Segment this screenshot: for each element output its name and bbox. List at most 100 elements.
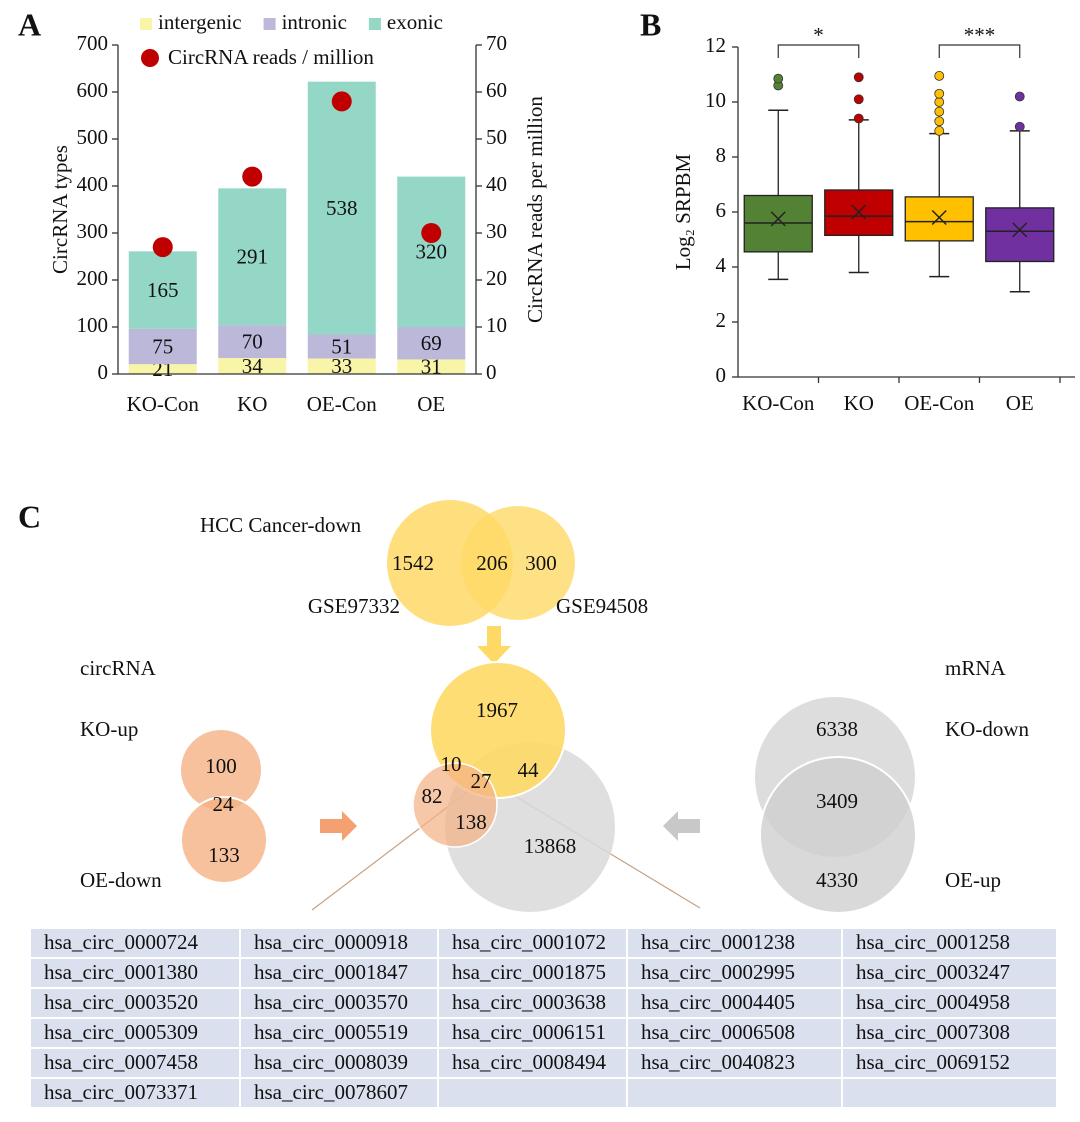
y2-tick-label: 20 — [486, 266, 507, 290]
venn-count: 100 — [205, 754, 237, 778]
data-label: 291 — [237, 245, 269, 269]
data-label: 70 — [242, 329, 263, 353]
bar-segment — [307, 334, 376, 359]
cell-text: hsa_circ_0001258 — [856, 930, 1010, 954]
cell-text: hsa_circ_0003570 — [254, 990, 408, 1014]
y2-tick-label: 70 — [486, 31, 507, 55]
venn-title: mRNA — [945, 656, 1007, 680]
venn-count: 44 — [518, 758, 540, 782]
data-label: 320 — [416, 240, 448, 264]
venn-count: 3409 — [816, 789, 858, 813]
legend-swatch — [368, 18, 381, 30]
venn-count: 6338 — [816, 717, 858, 741]
cell-text: hsa_circ_0005309 — [44, 1020, 198, 1044]
cell-text: hsa_circ_0003520 — [44, 990, 198, 1014]
significance-label: * — [813, 23, 824, 47]
y-tick-label: 8 — [716, 143, 727, 167]
box — [904, 196, 974, 242]
y-tick-label: 200 — [77, 266, 109, 290]
y-tick-label: 300 — [77, 219, 109, 243]
venn-hcc — [387, 500, 575, 664]
cell-text: hsa_circ_0001238 — [641, 930, 795, 954]
bar-segment — [307, 358, 376, 374]
arrow — [320, 811, 357, 841]
table-cell — [29, 957, 241, 989]
reads-dot — [242, 166, 263, 187]
arrow — [477, 626, 511, 664]
table-cell — [437, 1047, 628, 1079]
venn-mrna — [663, 697, 917, 914]
outlier — [934, 125, 945, 136]
x-tick-label: KO — [237, 392, 267, 416]
bar-segment — [397, 327, 466, 360]
venn-circle — [181, 730, 261, 810]
table-cell — [437, 927, 628, 959]
table-cell — [626, 1017, 843, 1049]
venn-circ — [180, 730, 357, 884]
id-table: hsa_circ_0000724 hsa_circ_0000918 hsa_circ… — [29, 927, 1058, 1109]
venn-count: 10 — [441, 752, 462, 776]
x-tick-label: OE-Con — [307, 392, 377, 416]
y-axis-title: CircRNA types — [48, 145, 72, 274]
outlier — [934, 106, 945, 117]
data-label: 165 — [147, 278, 179, 302]
table-cell — [437, 957, 628, 989]
venn-count: 138 — [455, 810, 487, 834]
arrow — [663, 811, 700, 841]
cell-text: hsa_circ_0000918 — [254, 930, 408, 954]
significance-bracket — [777, 44, 860, 58]
data-label: 31 — [421, 355, 442, 379]
cell-text: hsa_circ_0005519 — [254, 1020, 408, 1044]
y-tick-label: 4 — [716, 253, 727, 277]
bar-segment — [218, 188, 287, 326]
venn-count: 24 — [213, 792, 235, 816]
table-cell — [626, 957, 843, 989]
y2-tick-label: 30 — [486, 219, 507, 243]
y-tick-label: 100 — [77, 313, 109, 337]
bar-segment — [128, 328, 197, 365]
y-tick-label: 500 — [77, 125, 109, 149]
bar-segment — [218, 325, 287, 359]
set-label: GSE97332 — [308, 594, 400, 618]
cell-text: hsa_circ_0001072 — [452, 930, 606, 954]
table-cell — [626, 1047, 843, 1079]
data-label: 33 — [331, 354, 352, 378]
cell-text: hsa_circ_0003247 — [856, 960, 1010, 984]
box — [985, 207, 1055, 263]
y2-tick-label: 40 — [486, 172, 507, 196]
cell-text: hsa_circ_0004958 — [856, 990, 1010, 1014]
legend-label: exonic — [387, 10, 443, 34]
table-cell — [29, 927, 241, 959]
cell-text: hsa_circ_0004405 — [641, 990, 795, 1014]
reads-dot — [331, 91, 352, 112]
cell-text: hsa_circ_0006508 — [641, 1020, 795, 1044]
table-cell — [626, 1077, 843, 1109]
set-label: OE-up — [945, 868, 1001, 892]
significance-label: *** — [964, 23, 996, 47]
venn-count: 4330 — [816, 868, 858, 892]
venn-title: HCC Cancer-down — [200, 513, 362, 537]
y-axis-title: Log₂ SRPBM — [671, 153, 695, 270]
table-cell — [841, 1017, 1058, 1049]
panel-letter: A — [18, 6, 41, 42]
venn-merged — [311, 661, 701, 912]
cell-text: hsa_circ_0008039 — [254, 1050, 408, 1074]
set-label: KO-down — [945, 717, 1029, 741]
bar-segment — [128, 364, 197, 374]
cell-text: hsa_circ_0007458 — [44, 1050, 198, 1074]
reads-dot — [152, 237, 173, 258]
significance-bracket — [938, 44, 1021, 58]
cell-text: hsa_circ_0040823 — [641, 1050, 795, 1074]
mean-marker — [1012, 222, 1028, 238]
bar-segment — [128, 251, 197, 329]
venn-count: 13868 — [524, 834, 577, 858]
mean-marker — [851, 204, 867, 220]
outlier — [853, 72, 864, 83]
outlier — [934, 97, 945, 107]
y-tick-label: 600 — [77, 78, 109, 102]
legend-label: intronic — [282, 10, 347, 34]
legend-label: CircRNA reads / million — [168, 45, 374, 69]
table-cell — [437, 1077, 628, 1109]
set-label: OE-down — [80, 868, 162, 892]
